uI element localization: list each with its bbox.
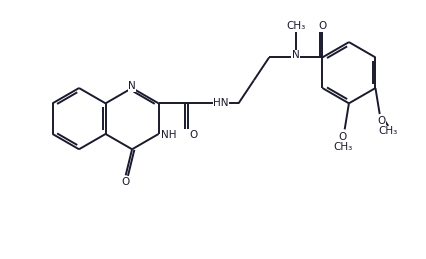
Text: O: O [378, 117, 386, 126]
Text: CH₃: CH₃ [333, 141, 352, 152]
Text: CH₃: CH₃ [286, 21, 305, 31]
Text: O: O [338, 132, 347, 142]
Text: CH₃: CH₃ [379, 126, 398, 136]
Text: HN: HN [213, 98, 229, 108]
Text: NH: NH [161, 130, 177, 140]
Text: N: N [292, 51, 299, 60]
Text: O: O [318, 21, 327, 31]
Text: O: O [190, 130, 198, 140]
Text: N: N [128, 81, 136, 91]
Text: O: O [121, 177, 130, 187]
